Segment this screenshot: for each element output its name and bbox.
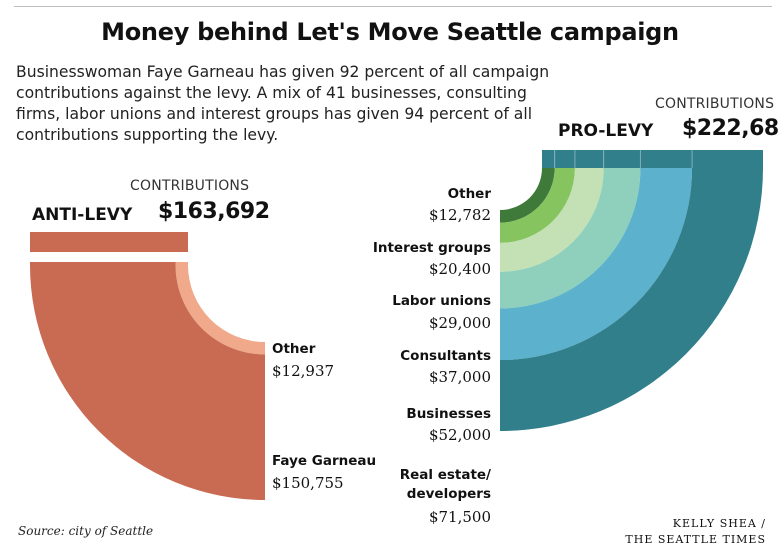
pro-labor-name: Labor unions (392, 293, 491, 309)
pro-levy-title: PRO-LEVY (558, 121, 654, 141)
credit-line-1: KELLY SHEA / (672, 517, 766, 530)
pro-interest-value: $20,400 (428, 260, 491, 278)
pro-consultants-value: $37,000 (428, 368, 491, 386)
anti-other-band (175, 265, 265, 355)
pro-realestate-band (500, 168, 763, 431)
bottom-mask (0, 538, 780, 550)
pro-consultants-band (500, 168, 641, 309)
pro-businesses-band (500, 168, 693, 361)
pro-bar-divider (603, 150, 605, 170)
pro-other-band (500, 168, 555, 223)
anti-levy-total: $163,692 (158, 199, 270, 224)
pro-other-name: Other (447, 186, 491, 202)
chart-subtitle: Businesswoman Faye Garneau has given 92 … (16, 63, 550, 144)
pro-realestate-band-bar-segment (692, 150, 763, 170)
anti-garneau-band-stem (30, 262, 176, 265)
anti-other-value: $12,937 (272, 362, 335, 380)
pro-labor-value: $29,000 (428, 314, 491, 332)
pro-realestate-name: Real estate/ developers (399, 467, 491, 502)
pro-bar-divider (639, 150, 641, 170)
pro-bar-divider (554, 150, 556, 170)
pro-bar-divider (574, 150, 576, 170)
pro-businesses-band-bar-segment (640, 150, 693, 170)
credit-line-2: THE SEATTLE TIMES (625, 533, 766, 546)
anti-levy-total-bar (30, 232, 188, 252)
pro-businesses-value: $52,000 (428, 426, 491, 444)
credit: KELLY SHEA / THE SEATTLE TIMES (625, 516, 766, 548)
pro-other-band-bar-segment (542, 150, 555, 170)
pro-labor-band-bar-segment (574, 150, 604, 170)
pro-bar-divider (691, 150, 693, 170)
anti-garneau-band (30, 265, 265, 500)
pro-interest-name: Interest groups (372, 240, 491, 256)
pro-consultants-name: Consultants (400, 348, 491, 364)
anti-contributions-label: CONTRIBUTIONS (130, 178, 250, 194)
pro-contributions-label: CONTRIBUTIONS (655, 96, 775, 112)
pro-other-value: $12,782 (428, 206, 491, 224)
pro-businesses-name: Businesses (406, 406, 491, 422)
anti-garneau-name: Faye Garneau (272, 453, 377, 469)
pro-realestate-value: $71,500 (428, 508, 491, 526)
pro-interest-band-bar-segment (554, 150, 575, 170)
source-note: Source: city of Seattle (18, 524, 154, 538)
pro-interest-band (500, 168, 575, 243)
top-rule (14, 6, 772, 7)
pro-consultants-band-bar-segment (603, 150, 641, 170)
anti-other-name: Other (272, 341, 316, 357)
anti-garneau-value: $150,755 (272, 474, 344, 492)
chart-title: Money behind Let's Move Seattle campaign (101, 18, 679, 46)
anti-other-band-stem (175, 262, 188, 265)
pro-levy-total: $222,682 (682, 116, 780, 141)
anti-levy-title: ANTI-LEVY (32, 205, 133, 225)
pro-labor-band (500, 168, 604, 272)
